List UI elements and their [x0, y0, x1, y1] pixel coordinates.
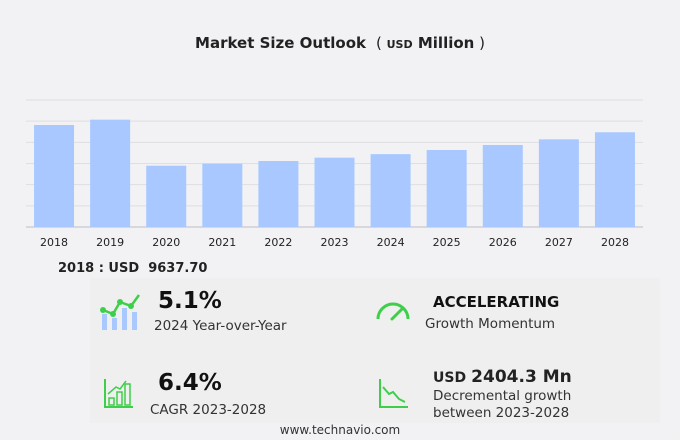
x-tick-label: 2024 — [377, 236, 405, 249]
bar-2025[interactable] — [426, 150, 467, 227]
stats-panel — [90, 278, 660, 423]
bar-2018[interactable] — [34, 125, 75, 227]
footer-url[interactable]: www.technavio.com — [279, 423, 401, 437]
bar-2028[interactable] — [594, 132, 635, 227]
bar-growth-icon — [104, 379, 133, 408]
bar-2027[interactable] — [538, 139, 579, 227]
chart-title: Market Size Outlook ( USD Million ) — [195, 34, 485, 52]
growth-label-1: Decremental growth — [433, 388, 572, 404]
bar-2021[interactable] — [202, 163, 243, 227]
x-tick-label: 2026 — [489, 236, 517, 249]
title-text: Market Size Outlook — [195, 34, 366, 52]
speedometer-icon — [376, 302, 410, 321]
unit-suffix: Million — [417, 34, 475, 52]
decline-chart-icon — [379, 379, 408, 408]
bar-2026[interactable] — [482, 144, 523, 227]
cagr-value: 6.4% — [158, 370, 222, 396]
cagr-label: CAGR 2023-2028 — [150, 402, 267, 418]
yoy-value: 5.1% — [158, 288, 222, 314]
momentum-label: Growth Momentum — [425, 316, 556, 332]
x-tick-label: 2023 — [321, 236, 349, 249]
base-year-label: 2018 : USD — [58, 261, 140, 276]
base-year-number: 9637.70 — [148, 261, 208, 276]
bar-2019[interactable] — [90, 119, 131, 227]
bar-2020[interactable] — [146, 165, 187, 227]
growth-stat: USD 2404.3 Mn — [433, 367, 572, 387]
x-tick-label: 2025 — [433, 236, 461, 249]
momentum-value: ACCELERATING — [433, 293, 560, 311]
bar-2024[interactable] — [370, 154, 411, 227]
bar-2023[interactable] — [314, 157, 355, 227]
growth-labels: Decremental growth between 2023-2028 — [433, 388, 571, 422]
growth-prefix: USD — [433, 370, 467, 386]
growth-label-2: between 2023-2028 — [433, 405, 570, 421]
growth-value: 2404.3 Mn — [471, 367, 572, 387]
x-tick-label: 2027 — [545, 236, 573, 249]
yoy-label: 2024 Year-over-Year — [154, 318, 287, 334]
x-tick-label: 2018 — [40, 236, 68, 249]
bar-chart: 2018 2019 2020 2021 2022 2023 2024 2025 2026 2027… — [26, 99, 643, 249]
unit-prefix: USD — [386, 38, 413, 51]
yoy-stat: 5.1% — [158, 288, 222, 314]
x-tick-label: 2028 — [601, 236, 629, 249]
x-tick-label: 2019 — [96, 236, 124, 249]
bar-2022[interactable] — [258, 161, 299, 227]
x-tick-label: 2022 — [264, 236, 292, 249]
x-tick-label: 2021 — [208, 236, 236, 249]
base-year-value: 2018 : USD 9637.70 — [58, 261, 207, 276]
growth-chart-icon — [100, 294, 141, 330]
x-tick-label: 2020 — [152, 236, 180, 249]
